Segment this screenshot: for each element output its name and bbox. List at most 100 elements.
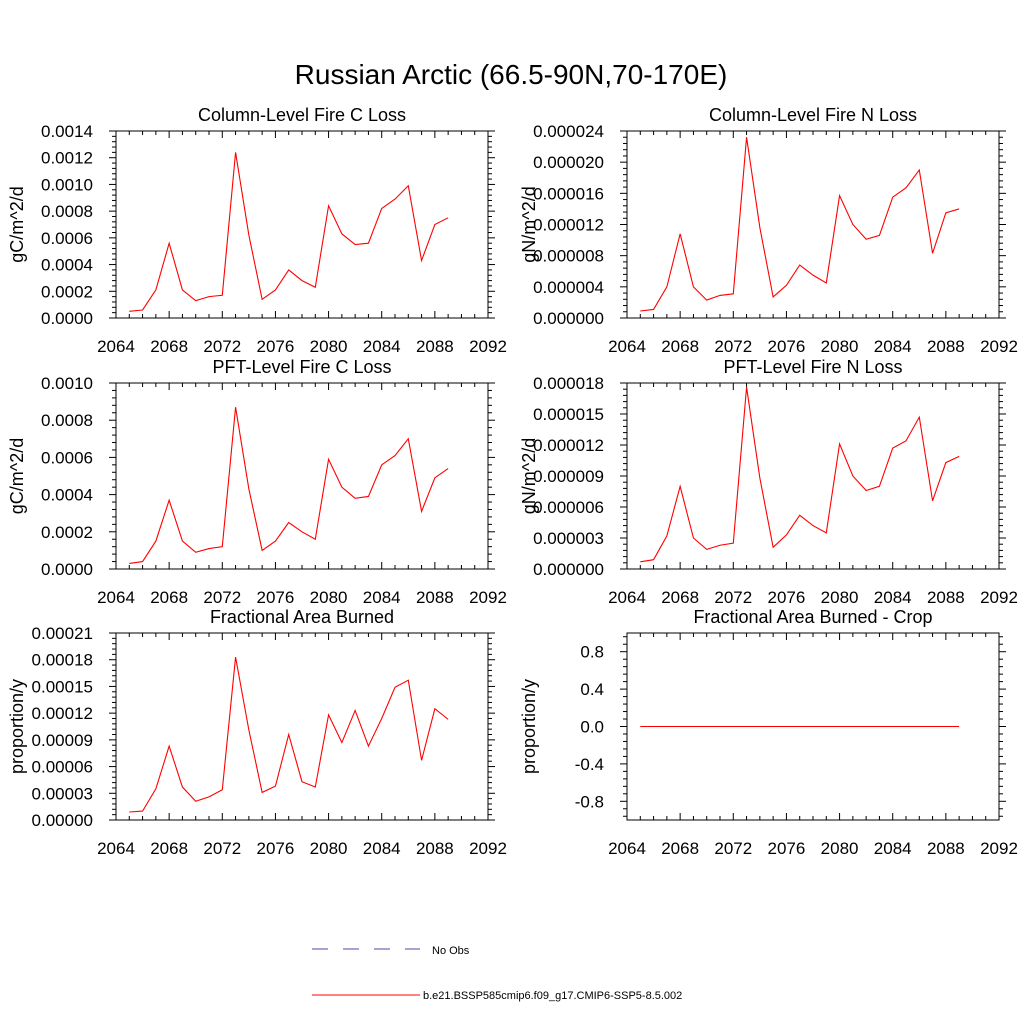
x-tick-label: 2080 [821, 337, 859, 356]
y-tick-label: 0.000018 [533, 374, 604, 393]
x-tick-label: 2064 [97, 588, 135, 607]
x-tick-label: 2064 [608, 337, 646, 356]
y-tick-label: 0.000020 [533, 153, 604, 172]
legend-label-model: b.e21.BSSP585cmip6.f09_g17.CMIP6-SSP5-8.… [423, 990, 682, 1002]
y-tick-label: 0.0010 [41, 374, 93, 393]
y-tick-label: 0.00006 [32, 758, 93, 777]
y-axis-label: gN/m^2/d [519, 438, 539, 514]
chart-panel-1: 2064 2068 2072 2076 2080 2084 2088 2092 0.0000 0.… [7, 105, 507, 356]
chart-panels: 2064 2068 2072 2076 2080 2084 2088 2092 0.0000 0.… [7, 105, 1018, 858]
x-tick-label: 2064 [608, 588, 646, 607]
x-tick-label: 2076 [257, 588, 295, 607]
y-tick-label: 0.00012 [32, 704, 93, 723]
y-tick-label: 0.000012 [533, 436, 604, 455]
panel-title: PFT-Level Fire C Loss [212, 357, 391, 377]
x-tick-label: 2084 [874, 337, 912, 356]
x-tick-label: 2092 [469, 337, 507, 356]
y-tick-label: -0.4 [575, 755, 604, 774]
x-tick-label: 2068 [150, 337, 188, 356]
y-tick-label: 0.000006 [533, 498, 604, 517]
plot-frame [626, 130, 1000, 319]
x-tick-label: 2084 [363, 588, 401, 607]
x-tick-label: 2072 [203, 839, 241, 858]
y-axis-label: gC/m^2/d [7, 438, 27, 514]
y-tick-label: 0.000004 [533, 278, 604, 297]
y-tick-label: 0.00003 [32, 784, 93, 803]
y-tick-label: 0.0006 [41, 229, 93, 248]
x-tick-label: 2072 [714, 839, 752, 858]
y-tick-label: 0.000016 [533, 184, 604, 203]
x-tick-label: 2092 [469, 839, 507, 858]
y-tick-label: -0.8 [575, 792, 604, 811]
y-tick-label: 0.000024 [533, 122, 604, 141]
panel-title: Fractional Area Burned [210, 607, 394, 627]
y-tick-label: 0.00018 [32, 651, 93, 670]
panel-title: Fractional Area Burned - Crop [693, 607, 932, 627]
series-line [129, 152, 449, 312]
legend-label-no-obs: No Obs [432, 945, 470, 957]
y-axis-label: proportion/y [519, 679, 539, 774]
x-tick-label: 2080 [310, 839, 348, 858]
x-tick-label: 2088 [927, 839, 965, 858]
x-tick-label: 2068 [661, 839, 699, 858]
y-axis-label: proportion/y [7, 679, 27, 774]
x-tick-label: 2064 [97, 839, 135, 858]
x-tick-label: 2076 [257, 839, 295, 858]
y-tick-label: 0.0 [580, 718, 604, 737]
x-tick-label: 2092 [980, 337, 1018, 356]
y-tick-label: 0.000000 [533, 560, 604, 579]
x-tick-label: 2072 [203, 337, 241, 356]
chart-panel-2: 2064 2068 2072 2076 2080 2084 2088 2092 0.000000… [519, 105, 1018, 356]
y-tick-label: 0.0000 [41, 309, 93, 328]
y-tick-label: 0.0006 [41, 448, 93, 467]
x-tick-label: 2080 [310, 337, 348, 356]
x-tick-label: 2068 [661, 588, 699, 607]
legend: No Obs b.e21.BSSP585cmip6.f09_g17.CMIP6-S… [312, 945, 682, 1002]
x-tick-label: 2080 [821, 839, 859, 858]
x-tick-label: 2088 [416, 839, 454, 858]
figure-title: Russian Arctic (66.5-90N,70-170E) [295, 59, 728, 90]
y-tick-label: 0.0002 [41, 523, 93, 542]
y-tick-label: 0.4 [580, 680, 604, 699]
plot-frame [115, 632, 489, 821]
x-tick-label: 2068 [150, 839, 188, 858]
y-tick-label: 0.00015 [32, 677, 93, 696]
y-tick-label: 0.0004 [41, 256, 93, 275]
x-tick-label: 2088 [416, 588, 454, 607]
x-tick-label: 2076 [768, 337, 806, 356]
chart-panel-5: 2064 2068 2072 2076 2080 2084 2088 2092 0.00000 0… [7, 607, 507, 858]
y-tick-label: 0.000009 [533, 467, 604, 486]
panel-title: Column-Level Fire C Loss [198, 105, 406, 125]
y-axis-label: gN/m^2/d [519, 186, 539, 262]
y-tick-label: 0.00000 [32, 811, 93, 830]
y-tick-label: 0.0008 [41, 202, 93, 221]
x-tick-label: 2092 [980, 588, 1018, 607]
x-tick-label: 2072 [714, 337, 752, 356]
y-tick-label: 0.0000 [41, 560, 93, 579]
plot-frame [115, 130, 489, 319]
y-tick-label: 0.0008 [41, 411, 93, 430]
x-tick-label: 2084 [874, 839, 912, 858]
y-tick-label: 0.0012 [41, 149, 93, 168]
x-tick-label: 2084 [874, 588, 912, 607]
x-tick-label: 2084 [363, 839, 401, 858]
x-tick-label: 2068 [150, 588, 188, 607]
x-tick-label: 2092 [469, 588, 507, 607]
y-tick-label: 0.00009 [32, 731, 93, 750]
x-tick-label: 2076 [768, 839, 806, 858]
y-tick-label: 0.000012 [533, 216, 604, 235]
y-tick-label: 0.00021 [32, 624, 93, 643]
x-tick-label: 2072 [714, 588, 752, 607]
plot-frame [115, 382, 489, 570]
panel-title: Column-Level Fire N Loss [709, 105, 917, 125]
plot-frame [626, 382, 1000, 570]
panel-title: PFT-Level Fire N Loss [723, 357, 902, 377]
x-tick-label: 2072 [203, 588, 241, 607]
series-line [129, 407, 449, 564]
y-tick-label: 0.000003 [533, 529, 604, 548]
x-tick-label: 2080 [310, 588, 348, 607]
x-tick-label: 2088 [927, 337, 965, 356]
chart-panel-6: 2064 2068 2072 2076 2080 2084 2088 2092 -0.8 -0.4… [519, 607, 1018, 858]
y-tick-label: 0.000008 [533, 247, 604, 266]
